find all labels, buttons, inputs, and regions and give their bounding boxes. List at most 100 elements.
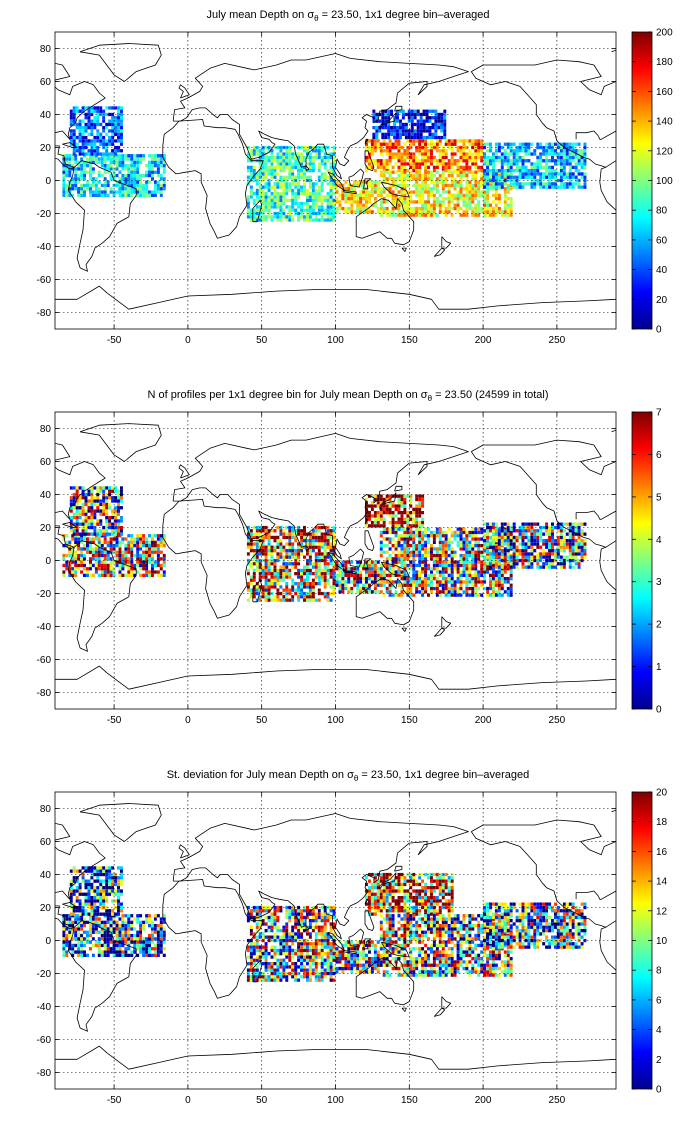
heatmap-cell [111,496,115,500]
heatmap-cell [394,213,398,217]
heatmap-cell [306,155,309,160]
heatmap-cell [406,169,410,173]
heatmap-cell [93,116,97,120]
heatmap-cell [124,550,128,554]
heatmap-cell [554,169,557,173]
heatmap-cell [356,586,360,591]
heatmap-cell [314,201,318,206]
heatmap-cell [308,175,312,179]
heatmap-cell [114,119,118,123]
y-tick-label: 80 [40,44,52,55]
heatmap-cell [109,177,113,181]
heatmap-cell [515,535,519,540]
heatmap-cell [317,155,321,160]
heatmap-cell [453,197,457,201]
heatmap-cell [136,190,140,194]
heatmap-cell [562,169,566,173]
heatmap-cell [483,573,487,577]
heatmap-cell [80,170,84,174]
heatmap-cell [388,567,392,571]
heatmap-cell [370,142,374,146]
heatmap-cell [356,210,360,214]
heatmap-cell [524,172,528,176]
heatmap-cell [258,149,262,153]
heatmap-cell [422,122,426,127]
heatmap-cell [136,180,140,184]
heatmap-cell [100,160,104,164]
heatmap-cell [400,190,404,194]
heatmap-cell [421,177,425,181]
heatmap-cell [303,539,306,543]
heatmap-cell [382,200,386,204]
heatmap-cell [492,557,495,561]
heatmap-cell [100,190,104,194]
heatmap-cell [282,162,286,166]
heatmap-cell [521,539,525,543]
heatmap-cell [424,210,428,214]
heatmap-cell [533,175,537,179]
heatmap-cell [403,152,407,156]
heatmap-cell [413,116,417,120]
heatmap-cell [462,213,466,217]
heatmap-cell [291,165,295,169]
heatmap-cell [503,558,507,563]
heatmap-cell [465,187,469,191]
heatmap-cell [249,185,253,189]
heatmap-cell [441,586,445,591]
heatmap-cell [424,155,428,160]
heatmap-cell [391,210,395,214]
heatmap-cell [509,162,513,166]
heatmap-cell [279,542,283,546]
heatmap-cell [410,116,414,120]
heatmap-cell [376,583,380,587]
heatmap-cell [326,218,330,222]
heatmap-cell [308,549,312,553]
heatmap-cell [376,183,380,188]
heatmap-cell [91,177,95,181]
heatmap-cell [359,570,363,574]
heatmap-cell [320,175,324,179]
heatmap-cell [90,109,94,113]
heatmap-cell [391,593,395,597]
heatmap-cell [267,208,271,212]
heatmap-cell [115,540,119,544]
heatmap-cell [468,540,472,544]
heatmap-cell [400,494,404,498]
heatmap-cell [391,520,395,525]
heatmap-cell [471,583,475,587]
heatmap-cell [162,570,166,574]
heatmap-cell [509,142,513,146]
heatmap-cell [276,215,280,219]
heatmap-cell [512,555,516,559]
heatmap-cell [317,565,321,569]
heatmap-cell [480,180,484,184]
heatmap-cell [500,577,504,581]
heatmap-cell [80,547,84,551]
heatmap-cell [403,149,407,153]
heatmap-cell [384,116,388,120]
heatmap-cell [418,553,422,558]
heatmap-cell [415,170,419,174]
heatmap-cell [300,549,304,553]
heatmap-cell [559,165,563,169]
heatmap-cell [317,208,321,212]
heatmap-cell [438,173,442,178]
heatmap-cell [279,152,283,156]
heatmap-cell [77,540,81,544]
heatmap-cell [462,544,466,548]
heatmap-cell [509,565,513,569]
heatmap-cell [427,547,430,551]
heatmap-cell [77,567,81,571]
heatmap-cell [391,193,395,197]
heatmap-cell [273,201,277,206]
heatmap-cell [440,116,444,120]
heatmap-cell [489,185,492,189]
heatmap-cell [303,565,306,569]
heatmap-cell [430,213,433,217]
heatmap-cell [105,499,109,503]
heatmap-cell [103,573,107,577]
heatmap-cell [139,557,143,561]
heatmap-cell [118,164,122,168]
heatmap-cell [303,578,306,582]
heatmap-cell [359,183,363,188]
